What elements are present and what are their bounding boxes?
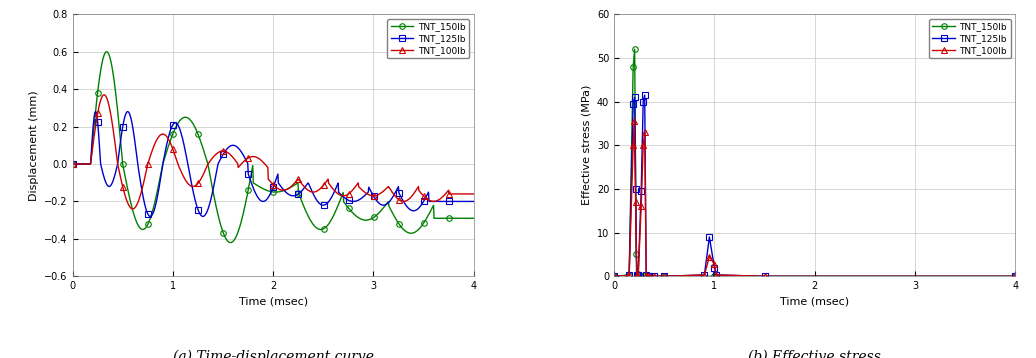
TNT_100lb: [631, 273, 643, 277]
TNT_100lb: [703, 255, 716, 259]
TNT_125lb: [632, 273, 644, 277]
TNT_125lb: [637, 100, 650, 104]
TNT_150lb: [311, 226, 323, 231]
TNT_100lb: [638, 130, 651, 134]
Legend: TNT_150lb, TNT_125lb, TNT_100lb: TNT_150lb, TNT_125lb, TNT_100lb: [387, 19, 469, 58]
TNT_125lb: [627, 102, 639, 106]
TNT_100lb: [698, 273, 711, 277]
TNT_100lb: [311, 189, 323, 193]
TNT_125lb: [623, 273, 635, 277]
TNT_125lb: [144, 214, 156, 218]
TNT_150lb: [66, 162, 79, 166]
TNT_150lb: [412, 227, 425, 231]
TNT_125lb: [467, 199, 480, 204]
TNT_150lb: [323, 221, 336, 226]
TNT_100lb: [126, 207, 139, 211]
TNT_100lb: [643, 274, 656, 278]
TNT_100lb: [372, 193, 384, 197]
TNT_150lb: [632, 272, 644, 276]
TNT_125lb: [311, 198, 323, 203]
TNT_150lb: [638, 274, 651, 278]
TNT_150lb: [372, 212, 384, 216]
TNT_125lb: [629, 95, 641, 100]
TNT_125lb: [638, 93, 651, 97]
Y-axis label: Displacement (mm): Displacement (mm): [29, 90, 38, 200]
TNT_150lb: [467, 216, 480, 221]
TNT_150lb: [634, 273, 646, 277]
TNT_125lb: [91, 120, 104, 124]
TNT_100lb: [711, 273, 723, 277]
TNT_125lb: [89, 110, 102, 114]
Text: (b) Effective stress: (b) Effective stress: [748, 350, 882, 358]
TNT_150lb: [300, 211, 313, 215]
TNT_100lb: [635, 204, 648, 209]
TNT_125lb: [630, 187, 642, 191]
TNT_125lb: [703, 235, 716, 239]
TNT_100lb: [323, 182, 336, 186]
Text: (a) Time-displacement curve: (a) Time-displacement curve: [173, 350, 374, 358]
TNT_150lb: [1009, 274, 1021, 279]
TNT_150lb: [623, 273, 635, 277]
TNT_125lb: [658, 274, 670, 279]
X-axis label: Time (msec): Time (msec): [238, 297, 308, 307]
TNT_100lb: [98, 93, 111, 97]
TNT_150lb: [225, 241, 237, 245]
TNT_125lb: [635, 189, 648, 193]
TNT_100lb: [1009, 274, 1021, 279]
Legend: TNT_150lb, TNT_125lb, TNT_100lb: TNT_150lb, TNT_125lb, TNT_100lb: [929, 19, 1011, 58]
Line: TNT_150lb: TNT_150lb: [611, 47, 1018, 279]
TNT_150lb: [643, 274, 656, 278]
Line: TNT_125lb: TNT_125lb: [611, 92, 1018, 279]
TNT_125lb: [372, 200, 384, 204]
TNT_150lb: [627, 64, 639, 69]
Line: TNT_150lb: TNT_150lb: [69, 49, 477, 245]
TNT_125lb: [698, 273, 711, 277]
TNT_100lb: [608, 274, 621, 279]
TNT_100lb: [632, 274, 644, 278]
TNT_125lb: [608, 274, 621, 279]
Y-axis label: Effective stress (MPa): Effective stress (MPa): [581, 85, 592, 205]
TNT_150lb: [629, 47, 641, 52]
TNT_125lb: [323, 199, 336, 203]
TNT_150lb: [658, 274, 670, 279]
TNT_125lb: [631, 273, 643, 277]
TNT_150lb: [630, 252, 642, 257]
TNT_125lb: [643, 274, 656, 278]
TNT_100lb: [627, 143, 639, 147]
TNT_100lb: [648, 274, 660, 278]
TNT_100lb: [758, 274, 771, 279]
TNT_100lb: [709, 262, 721, 266]
TNT_100lb: [412, 189, 425, 193]
X-axis label: Time (msec): Time (msec): [780, 297, 850, 307]
TNT_150lb: [91, 95, 104, 99]
TNT_125lb: [412, 206, 425, 210]
TNT_100lb: [628, 119, 640, 124]
Line: TNT_125lb: TNT_125lb: [69, 109, 477, 219]
TNT_125lb: [758, 274, 771, 279]
TNT_100lb: [91, 114, 104, 118]
TNT_100lb: [640, 273, 653, 277]
TNT_125lb: [711, 273, 723, 277]
TNT_150lb: [709, 274, 721, 279]
TNT_125lb: [709, 265, 721, 270]
TNT_150lb: [608, 274, 621, 279]
TNT_100lb: [300, 187, 313, 191]
TNT_100lb: [658, 274, 670, 279]
Line: TNT_100lb: TNT_100lb: [611, 118, 1018, 279]
Line: TNT_100lb: TNT_100lb: [69, 92, 477, 212]
TNT_100lb: [66, 162, 79, 166]
TNT_125lb: [648, 274, 660, 278]
TNT_125lb: [1009, 274, 1021, 279]
TNT_100lb: [637, 143, 650, 147]
TNT_125lb: [300, 183, 313, 187]
TNT_100lb: [467, 192, 480, 196]
TNT_100lb: [630, 200, 642, 204]
TNT_100lb: [623, 273, 635, 277]
TNT_150lb: [100, 50, 113, 54]
TNT_125lb: [640, 273, 653, 277]
TNT_125lb: [66, 162, 79, 166]
